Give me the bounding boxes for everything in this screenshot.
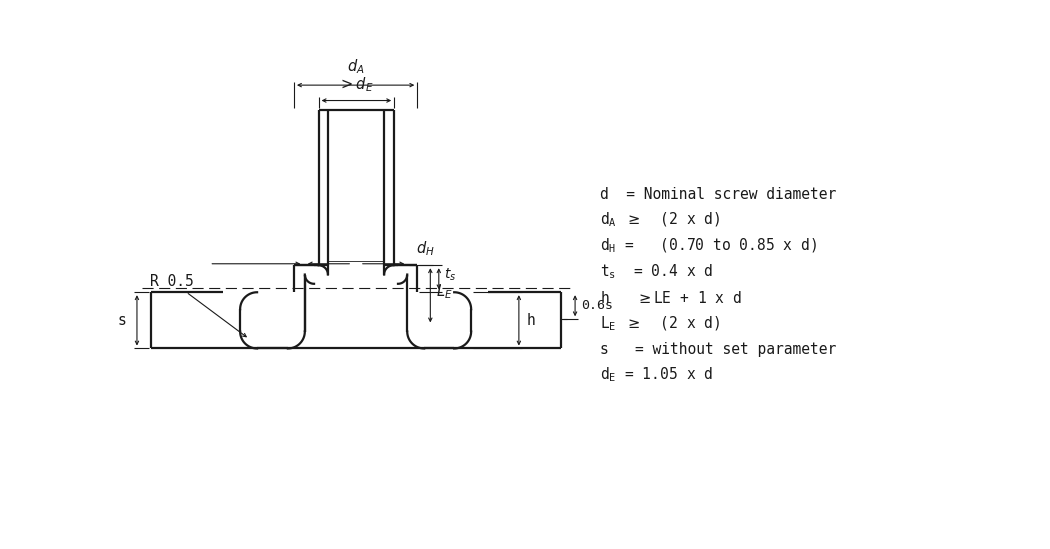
Text: s: s: [118, 313, 126, 328]
Text: h   $\geq$LE + 1 x d: h $\geq$LE + 1 x d: [600, 290, 741, 306]
Text: d$_\mathregular{A}$ $\geq$  (2 x d): d$_\mathregular{A}$ $\geq$ (2 x d): [600, 211, 720, 229]
Text: $d_H$: $d_H$: [417, 239, 435, 257]
Text: d$_\mathregular{H}$ =   (0.70 to 0.85 x d): d$_\mathregular{H}$ = (0.70 to 0.85 x d): [600, 237, 817, 255]
Text: L$_\mathregular{E}$ $\geq$  (2 x d): L$_\mathregular{E}$ $\geq$ (2 x d): [600, 314, 720, 333]
Text: t$_\mathregular{s}$  = 0.4 x d: t$_\mathregular{s}$ = 0.4 x d: [600, 262, 713, 281]
Text: R 0.5: R 0.5: [150, 274, 247, 337]
Text: h: h: [527, 313, 536, 328]
Text: $t_s$: $t_s$: [444, 267, 457, 283]
Text: s   = without set parameter: s = without set parameter: [600, 341, 836, 357]
Text: $>d_E$: $>d_E$: [338, 75, 374, 93]
Text: 0.6s: 0.6s: [582, 299, 613, 312]
Text: $d_A$: $d_A$: [348, 57, 364, 76]
Text: d  = Nominal screw diameter: d = Nominal screw diameter: [600, 187, 836, 202]
Text: d$_\mathregular{E}$ = 1.05 x d: d$_\mathregular{E}$ = 1.05 x d: [600, 366, 713, 384]
Text: $L_E$: $L_E$: [437, 282, 454, 301]
